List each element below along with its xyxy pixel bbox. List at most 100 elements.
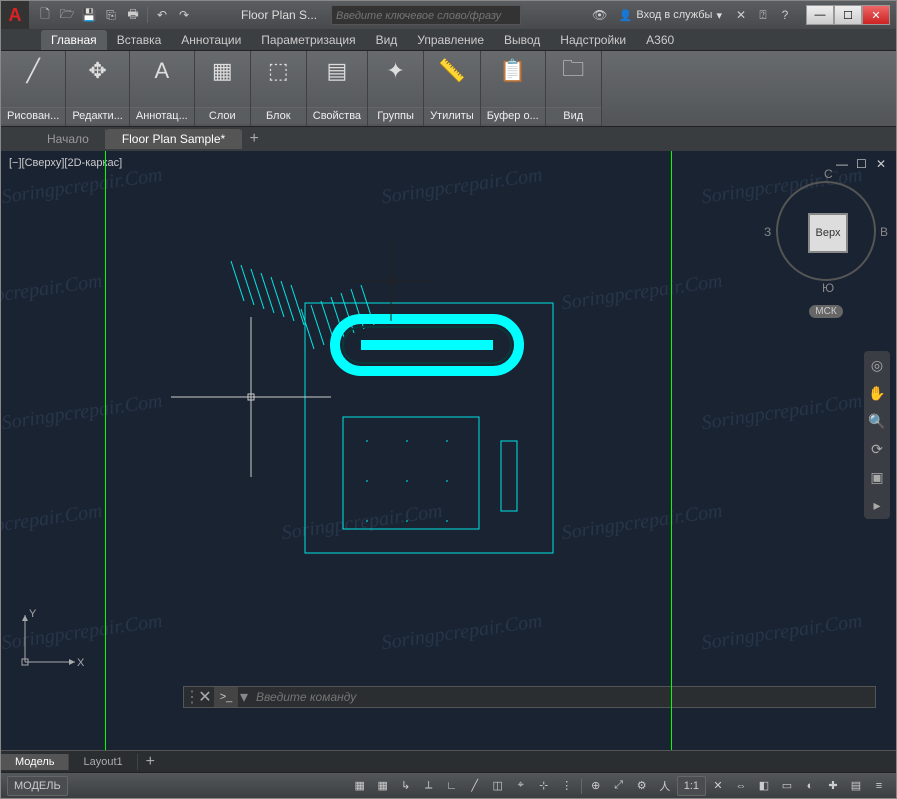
file-tab[interactable]: Начало	[31, 129, 106, 149]
exchange-icon[interactable]: ✕	[732, 6, 750, 24]
status-toggle-icon[interactable]: 人	[654, 776, 676, 796]
search-input[interactable]	[332, 7, 520, 25]
status-bar: МОДЕЛЬ ▦▦↳⟂∟╱◫⌖⊹⋮⊕⤢⚙人1:1✕⇔◧▭◐✚▤≡	[1, 772, 896, 798]
wcs-badge[interactable]: МСК	[809, 305, 842, 318]
viewcube[interactable]: Верх С Ю З В МСК	[776, 181, 876, 321]
help-icon[interactable]: ?	[776, 6, 794, 24]
status-toggle-icon[interactable]: ▭	[776, 776, 798, 796]
add-layout-button[interactable]: +	[138, 753, 163, 771]
ribbon-tab-главная[interactable]: Главная	[41, 30, 107, 50]
search-box[interactable]	[331, 5, 521, 25]
panel-icon[interactable]: A	[146, 55, 178, 87]
qat-redo-icon[interactable]: ↷	[174, 5, 194, 25]
status-toggle-icon[interactable]: ▦	[372, 776, 394, 796]
nav-wheel-icon[interactable]: ◎	[867, 355, 887, 375]
ribbon-panel[interactable]: 📏Утилиты	[424, 51, 481, 126]
status-toggle-icon[interactable]: ◐	[799, 776, 821, 796]
signin-button[interactable]: 👤 Вход в службы▾	[613, 9, 728, 22]
qat-new-icon[interactable]: 🗋	[35, 5, 55, 25]
ribbon-tab-a360[interactable]: A360	[636, 30, 684, 50]
close-button[interactable]: ✕	[862, 5, 890, 25]
navigation-bar: ◎ ✋ 🔍 ⟳ ▣ ▸	[864, 351, 890, 519]
status-toggle-icon[interactable]: ✕	[707, 776, 729, 796]
ribbon-tab-вывод[interactable]: Вывод	[494, 30, 550, 50]
panel-icon[interactable]: 📏	[436, 55, 468, 87]
cmdline-close-icon[interactable]: ✕	[196, 687, 214, 707]
status-toggle-icon[interactable]: ≡	[868, 776, 890, 796]
scale-button[interactable]: 1:1	[677, 776, 706, 796]
ribbon-tab-вид[interactable]: Вид	[366, 30, 408, 50]
ribbon-panel[interactable]: ▦Слои	[195, 51, 251, 126]
status-toggle-icon[interactable]: ⚙	[631, 776, 653, 796]
ribbon-tab-управление[interactable]: Управление	[407, 30, 494, 50]
ribbon-panel[interactable]: ✥Редакти...	[66, 51, 130, 126]
command-input[interactable]	[250, 690, 875, 704]
nav-showmotion-icon[interactable]: ▣	[867, 467, 887, 487]
status-toggle-icon[interactable]: ⊕	[585, 776, 607, 796]
layout-tab[interactable]: Layout1	[69, 754, 137, 770]
maximize-button[interactable]: ☐	[834, 5, 862, 25]
ribbon-panel[interactable]: 🗀Вид	[546, 51, 602, 126]
status-toggle-icon[interactable]: ◧	[753, 776, 775, 796]
app-logo[interactable]: A	[1, 1, 29, 29]
status-toggle-icon[interactable]: ⟂	[418, 776, 440, 796]
nav-orbit-icon[interactable]: ⟳	[867, 439, 887, 459]
document-title: Floor Plan S...	[241, 8, 317, 22]
ribbon-panel[interactable]: AАннотац...	[130, 51, 195, 126]
status-toggle-icon[interactable]: ╱	[464, 776, 486, 796]
status-toggle-icon[interactable]: ⇔	[730, 776, 752, 796]
status-toggle-icon[interactable]: ⋮	[556, 776, 578, 796]
status-toggle-icon[interactable]: ⊹	[533, 776, 555, 796]
cmdline-grip-icon[interactable]: ⋮	[184, 687, 196, 707]
new-tab-button[interactable]: +	[242, 130, 266, 148]
infocenter-icon[interactable]: 👁	[591, 6, 609, 24]
panel-icon[interactable]: 🗀	[557, 55, 589, 87]
status-toggle-icon[interactable]: ◫	[487, 776, 509, 796]
status-toggle-icon[interactable]: ∟	[441, 776, 463, 796]
status-toggle-icon[interactable]: ✚	[822, 776, 844, 796]
ribbon-panel[interactable]: ╱Рисован...	[1, 51, 66, 126]
cmdline-prompt-icon[interactable]: >_	[214, 687, 238, 707]
viewcube-west[interactable]: З	[764, 225, 771, 239]
viewcube-top-face[interactable]: Верх	[808, 213, 848, 253]
a360-icon[interactable]: ⍰	[754, 6, 772, 24]
qat-saveas-icon[interactable]: ⎘	[101, 5, 121, 25]
titlebar: A 🗋 🗁 💾 ⎘ 🖶 ↶ ↷ Floor Plan S... 👁 👤 Вход…	[1, 1, 896, 29]
ribbon-tab-аннотации[interactable]: Аннотации	[171, 30, 251, 50]
qat-undo-icon[interactable]: ↶	[152, 5, 172, 25]
panel-icon[interactable]: ✥	[82, 55, 114, 87]
qat-save-icon[interactable]: 💾	[79, 5, 99, 25]
ribbon-panel[interactable]: ⬚Блок	[251, 51, 307, 126]
ribbon-tab-параметризация[interactable]: Параметризация	[251, 30, 365, 50]
command-line[interactable]: ⋮ ✕ >_ ▾	[183, 686, 876, 708]
status-toggle-icon[interactable]: ↳	[395, 776, 417, 796]
status-toggle-icon[interactable]: ▤	[845, 776, 867, 796]
panel-icon[interactable]: ▦	[206, 55, 238, 87]
nav-pan-icon[interactable]: ✋	[867, 383, 887, 403]
status-toggle-icon[interactable]: ⤢	[608, 776, 630, 796]
nav-zoom-icon[interactable]: 🔍	[867, 411, 887, 431]
status-toggle-icon[interactable]: ▦	[349, 776, 371, 796]
drawing-canvas[interactable]: [−][Сверху][2D-каркас] — ☐ ✕ Soringpcrep…	[1, 151, 896, 750]
status-toggle-icon[interactable]: ⌖	[510, 776, 532, 796]
panel-icon[interactable]: ▤	[321, 55, 353, 87]
ribbon-panel[interactable]: ✦Группы	[368, 51, 424, 126]
modelspace-button[interactable]: МОДЕЛЬ	[7, 776, 68, 796]
panel-icon[interactable]: ╱	[17, 55, 49, 87]
ribbon-tab-надстройки[interactable]: Надстройки	[550, 30, 636, 50]
qat-print-icon[interactable]: 🖶	[123, 5, 143, 25]
viewcube-north[interactable]: С	[824, 167, 833, 181]
nav-expand-icon[interactable]: ▸	[867, 495, 887, 515]
minimize-button[interactable]: —	[806, 5, 834, 25]
ribbon-panel[interactable]: 📋Буфер о...	[481, 51, 546, 126]
panel-icon[interactable]: ⬚	[262, 55, 294, 87]
viewcube-east[interactable]: В	[880, 225, 888, 239]
ribbon-tab-вставка[interactable]: Вставка	[107, 30, 172, 50]
panel-icon[interactable]: ✦	[380, 55, 412, 87]
panel-icon[interactable]: 📋	[497, 55, 529, 87]
layout-tab[interactable]: Модель	[1, 754, 69, 770]
ribbon-panel[interactable]: ▤Свойства	[307, 51, 368, 126]
viewcube-south[interactable]: Ю	[822, 281, 834, 295]
file-tab[interactable]: Floor Plan Sample*	[106, 129, 242, 149]
qat-open-icon[interactable]: 🗁	[57, 5, 77, 25]
